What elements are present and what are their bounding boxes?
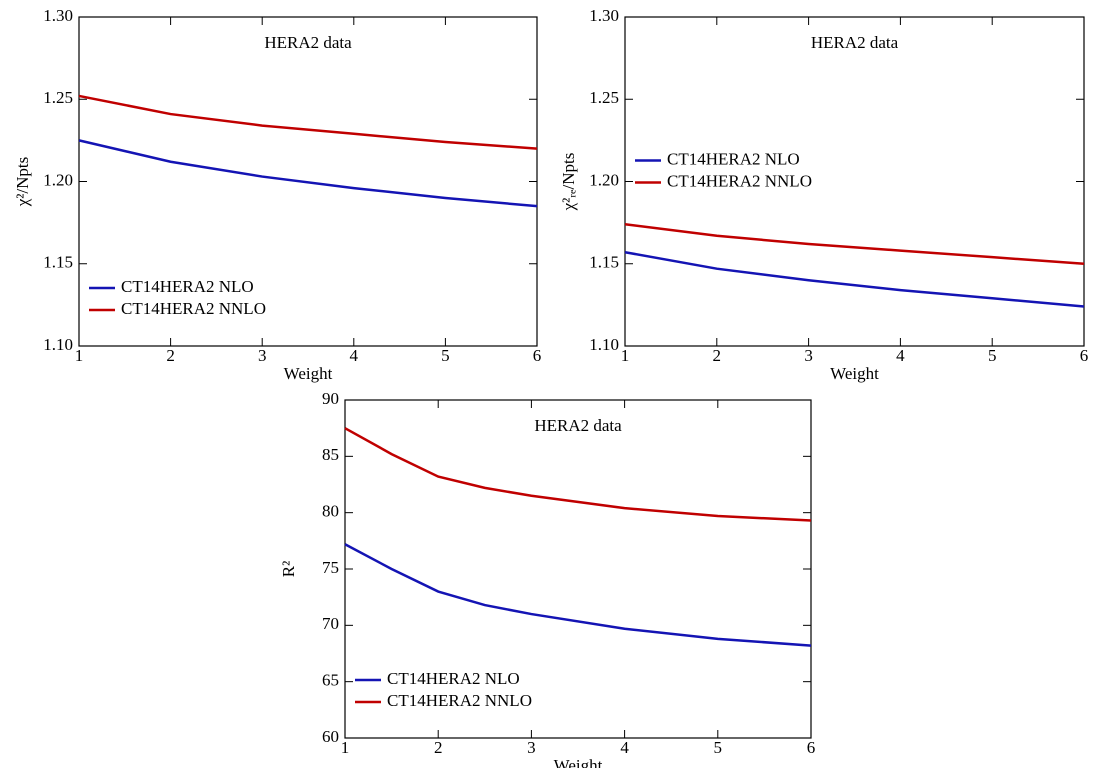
x-tick-label: 4 [896, 346, 905, 365]
x-tick-label: 2 [434, 738, 443, 757]
legend-label: CT14HERA2 NLO [121, 277, 254, 296]
series-line [344, 543, 812, 647]
x-tick-label: 6 [1080, 346, 1089, 365]
y-tick-label: 75 [322, 558, 339, 577]
x-tick-label: 5 [441, 346, 450, 365]
y-tick-label: 65 [322, 671, 339, 690]
x-tick-label: 3 [258, 346, 267, 365]
y-tick-label: 1.30 [43, 6, 73, 25]
panel: 1 2 3 4 5 6 60 65 70 75 80 85 90 Weight R² HERA2 data CT… [279, 389, 815, 768]
series-line [624, 251, 1085, 308]
legend-label: CT14HERA2 NNLO [121, 299, 266, 318]
y-tick-label: 1.15 [43, 253, 73, 272]
x-axis-label: Weight [284, 364, 333, 383]
y-tick-label: 1.10 [43, 335, 73, 354]
y-tick-label: 1.15 [589, 253, 619, 272]
x-tick-label: 2 [166, 346, 175, 365]
x-tick-label: 3 [804, 346, 813, 365]
y-tick-label: 60 [322, 727, 339, 746]
legend-label: CT14HERA2 NNLO [667, 171, 812, 190]
y-tick-label: 1.20 [589, 170, 619, 189]
y-axis-label: χ²/Npts [13, 157, 32, 207]
series-line [78, 94, 538, 150]
panel: 1 2 3 4 5 6 1.10 1.15 1.20 1.25 1.30 Weight χ²ᵣₑ/Npt… [559, 6, 1088, 383]
x-tick-label: 2 [713, 346, 722, 365]
y-tick-label: 1.25 [589, 88, 619, 107]
x-tick-label: 5 [988, 346, 997, 365]
y-tick-label: 1.25 [43, 88, 73, 107]
legend-label: CT14HERA2 NLO [667, 149, 800, 168]
series-line [78, 139, 538, 208]
x-tick-label: 1 [341, 738, 350, 757]
x-tick-label: 1 [621, 346, 630, 365]
x-tick-label: 6 [807, 738, 816, 757]
legend-label: CT14HERA2 NLO [387, 669, 520, 688]
x-axis-label: Weight [830, 364, 879, 383]
x-tick-label: 3 [527, 738, 536, 757]
annotation: HERA2 data [811, 33, 899, 52]
x-tick-label: 6 [533, 346, 542, 365]
annotation: HERA2 data [534, 416, 622, 435]
y-axis-label: R² [279, 561, 298, 577]
y-tick-label: 1.30 [589, 6, 619, 25]
x-tick-label: 5 [714, 738, 723, 757]
series-line [344, 427, 812, 522]
y-tick-label: 90 [322, 389, 339, 408]
y-tick-label: 1.20 [43, 170, 73, 189]
x-tick-label: 1 [75, 346, 84, 365]
legend-label: CT14HERA2 NNLO [387, 691, 532, 710]
y-tick-label: 85 [322, 445, 339, 464]
annotation: HERA2 data [264, 33, 352, 52]
x-tick-label: 4 [350, 346, 359, 365]
series-line [624, 223, 1085, 265]
y-tick-label: 1.10 [589, 335, 619, 354]
panel: 1 2 3 4 5 6 1.10 1.15 1.20 1.25 1.30 Weight χ²/Npts H… [13, 6, 541, 383]
y-tick-label: 70 [322, 614, 339, 633]
y-tick-label: 80 [322, 502, 339, 521]
x-axis-label: Weight [554, 756, 603, 768]
y-axis-label: χ²ᵣₑ/Npts [559, 153, 578, 212]
x-tick-label: 4 [620, 738, 629, 757]
